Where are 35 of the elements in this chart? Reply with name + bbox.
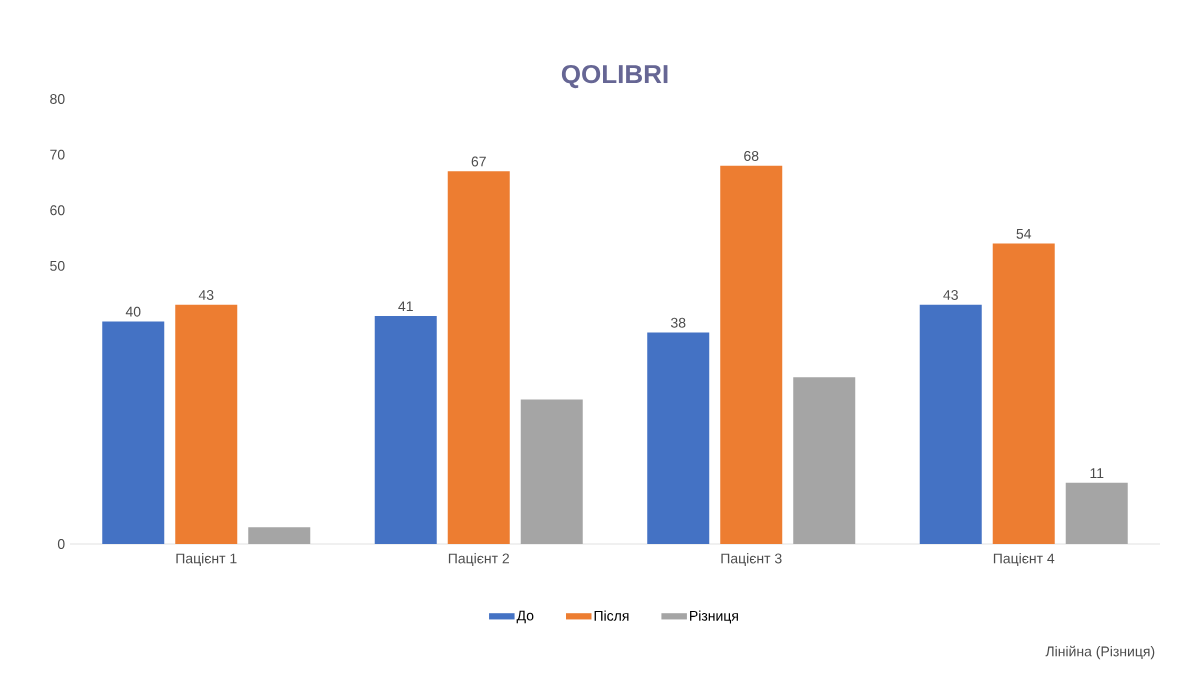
data-label: 43 <box>198 290 214 300</box>
bar <box>374 315 437 544</box>
y-tick-label: 60 <box>50 205 65 216</box>
bar <box>520 399 583 544</box>
bar <box>248 527 311 544</box>
data-label: 68 <box>744 150 759 161</box>
bar <box>793 377 856 544</box>
legend-label: Різниця <box>690 610 738 624</box>
data-label: 54 <box>1016 228 1032 239</box>
bar <box>647 332 710 544</box>
chart-title: QOLIBRI <box>561 64 668 89</box>
bar <box>447 171 510 544</box>
y-tick-label: 50 <box>50 260 65 271</box>
data-label: 67 <box>471 156 486 167</box>
y-tick-label: 80 <box>50 94 65 104</box>
x-tick-label: Пацієнт 2 <box>448 553 509 567</box>
y-tick-label: 0 <box>57 539 65 549</box>
data-label: 41 <box>398 301 413 312</box>
y-tick-label: 70 <box>50 149 65 160</box>
data-label: 43 <box>943 290 958 300</box>
bar <box>175 304 238 544</box>
x-tick-label: Пацієнт 4 <box>993 553 1055 567</box>
bar <box>720 165 783 544</box>
legend-label: Після <box>594 610 629 621</box>
bar <box>992 243 1055 544</box>
x-tick-label: Пацієнт 3 <box>721 553 782 567</box>
bar <box>1065 482 1128 544</box>
text: Лінійна (Різниця) <box>1045 645 1155 660</box>
bar <box>102 321 165 544</box>
legend-label: До <box>516 610 534 624</box>
bar <box>919 304 982 544</box>
data-label: 38 <box>670 317 686 328</box>
x-tick-label: Пацієнт 1 <box>176 553 237 567</box>
data-label: 40 <box>125 306 141 317</box>
data-label: 11 <box>1090 468 1104 478</box>
